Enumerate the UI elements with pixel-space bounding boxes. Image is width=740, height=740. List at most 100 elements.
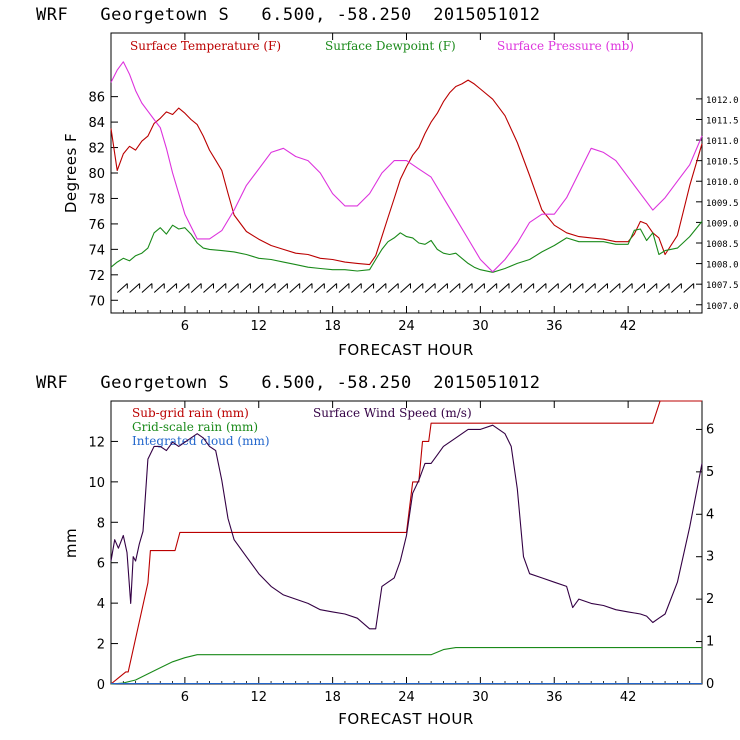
panel2-y-tick-label: 4 — [97, 597, 105, 612]
panel1-x-tick-label: 30 — [472, 319, 489, 334]
wind-barb — [301, 283, 313, 293]
wind-barb — [461, 283, 473, 293]
panel2-title: WRF Georgetown S 6.500, -58.250 20150510… — [36, 373, 541, 393]
wind-barb — [634, 283, 645, 293]
panel1-x-tick-label: 18 — [324, 319, 341, 334]
wind-barb — [141, 283, 153, 293]
panel1-series — [110, 61, 703, 273]
grid-scale-rain-line — [110, 647, 702, 685]
precipitation-panel: WRF Georgetown S 6.500, -58.250 20150510… — [36, 373, 714, 728]
panel2-y-axis-title: mm — [62, 528, 80, 558]
panel2-y-tick-label: 6 — [97, 557, 105, 572]
wind-barb — [646, 283, 658, 293]
wind-barbs-row — [116, 283, 695, 293]
wind-barb — [153, 283, 165, 293]
wind-barb — [560, 283, 572, 293]
panel1-y2-tick-label: 1007.0 — [706, 302, 739, 312]
wind-barb — [190, 283, 202, 293]
panel1-y-tick-label: 70 — [88, 294, 105, 309]
surface-pressure-line — [110, 61, 703, 273]
panel1-x-tick-label: 24 — [398, 319, 415, 334]
panel1-y2-tick-label: 1009.5 — [706, 199, 739, 209]
panel2-x-tick-label: 42 — [620, 690, 637, 705]
panel2-y-tick-label: 2 — [97, 638, 105, 653]
panel1-y2-tick-label: 1011.0 — [706, 137, 739, 147]
panel2-x-tick-label: 12 — [250, 690, 267, 705]
wind-barb — [683, 283, 695, 293]
panel1-plot-frame — [110, 32, 703, 314]
wind-barb — [474, 283, 485, 293]
wind-barb — [449, 283, 461, 293]
panel1-y2-tick-label: 1012.0 — [706, 96, 739, 106]
panel2-x-tick-label: 6 — [181, 690, 189, 705]
wind-barb — [227, 283, 239, 293]
wind-barb — [412, 283, 424, 293]
panel1-y-tick-label: 84 — [88, 116, 105, 131]
panel1-y-tick-label: 80 — [88, 167, 105, 182]
legend-surface-temperature: Surface Temperature (F) — [130, 39, 281, 53]
wind-barb — [597, 283, 608, 293]
wind-barb — [510, 283, 522, 293]
panel1-y2-tick-label: 1010.5 — [706, 158, 739, 168]
wind-barb — [486, 283, 498, 293]
panel1-y2-tick-label: 1007.5 — [706, 281, 739, 291]
panel1-x-axis-title: FORECAST HOUR — [338, 341, 474, 359]
panel1-x-tick-label: 42 — [620, 319, 637, 334]
legend-surface-dewpoint: Surface Dewpoint (F) — [325, 39, 456, 53]
panel2-y-tick-label: 10 — [88, 476, 105, 491]
legend-surface-wind-speed: Surface Wind Speed (m/s) — [313, 406, 472, 420]
panel2-x-axis-title: FORECAST HOUR — [338, 710, 474, 728]
panel1-y-tick-label: 82 — [88, 142, 105, 157]
panel1-y-tick-label: 76 — [88, 218, 105, 233]
panel1-title: WRF Georgetown S 6.500, -58.250 20150510… — [36, 5, 541, 25]
wind-barb — [621, 283, 633, 293]
panel2-x-tick-label: 24 — [398, 690, 415, 705]
panel2-y-tick-label: 8 — [97, 516, 105, 531]
wind-barb — [178, 283, 190, 293]
wind-barb — [289, 283, 301, 293]
wind-barb — [203, 283, 214, 293]
surface-dewpoint-line — [110, 221, 703, 273]
panel2-y2-tick-label: 6 — [706, 422, 714, 437]
panel1-y-axis-title: Degrees F — [62, 133, 80, 213]
wind-barb — [215, 283, 227, 293]
wind-barb — [584, 283, 596, 293]
wind-barb — [326, 283, 338, 293]
panel2-series — [110, 400, 703, 685]
wind-barb — [264, 283, 276, 293]
wind-barb — [498, 283, 510, 293]
panel1-x-tick-label: 12 — [250, 319, 267, 334]
wind-barb — [252, 283, 264, 293]
panel2-y2-tick-label: 0 — [706, 677, 714, 692]
panel2-x-tick-label: 18 — [324, 690, 341, 705]
panel1-y-tick-label: 86 — [88, 91, 105, 106]
surface-temperature-line — [110, 79, 703, 266]
panel2-x-tick-label: 36 — [546, 690, 563, 705]
wind-barb — [609, 283, 621, 293]
wind-barb — [129, 283, 141, 293]
legend-subgrid-rain: Sub-grid rain (mm) — [132, 406, 249, 420]
wind-barb — [116, 283, 128, 293]
wind-barb — [523, 283, 535, 293]
panel1-y-tick-label: 72 — [88, 269, 105, 284]
wind-barb — [387, 283, 399, 293]
wind-barb — [240, 283, 251, 293]
wind-barb — [338, 283, 350, 293]
wind-barb — [671, 283, 682, 293]
legend-surface-pressure: Surface Pressure (mb) — [497, 39, 634, 53]
panel1-y2-tick-label: 1010.0 — [706, 178, 739, 188]
legend-integrated-cloud: Integrated cloud (mm) — [132, 434, 270, 448]
panel1-y-tick-label: 78 — [88, 192, 105, 207]
wind-barb — [350, 283, 362, 293]
panel1-axes: 6 12 18 24 30 36 42 70 72 74 76 78 80 82 84 86 1007.0 100… — [88, 33, 739, 334]
panel2-y2-tick-label: 4 — [706, 507, 714, 522]
wind-barb — [166, 283, 178, 293]
wind-barb — [277, 283, 288, 293]
wind-barb — [547, 283, 559, 293]
wind-barb — [363, 283, 375, 293]
panel1-y2-tick-label: 1008.5 — [706, 240, 739, 250]
panel2-y2-tick-label: 5 — [706, 465, 714, 480]
panel1-y2-tick-label: 1009.0 — [706, 219, 739, 229]
